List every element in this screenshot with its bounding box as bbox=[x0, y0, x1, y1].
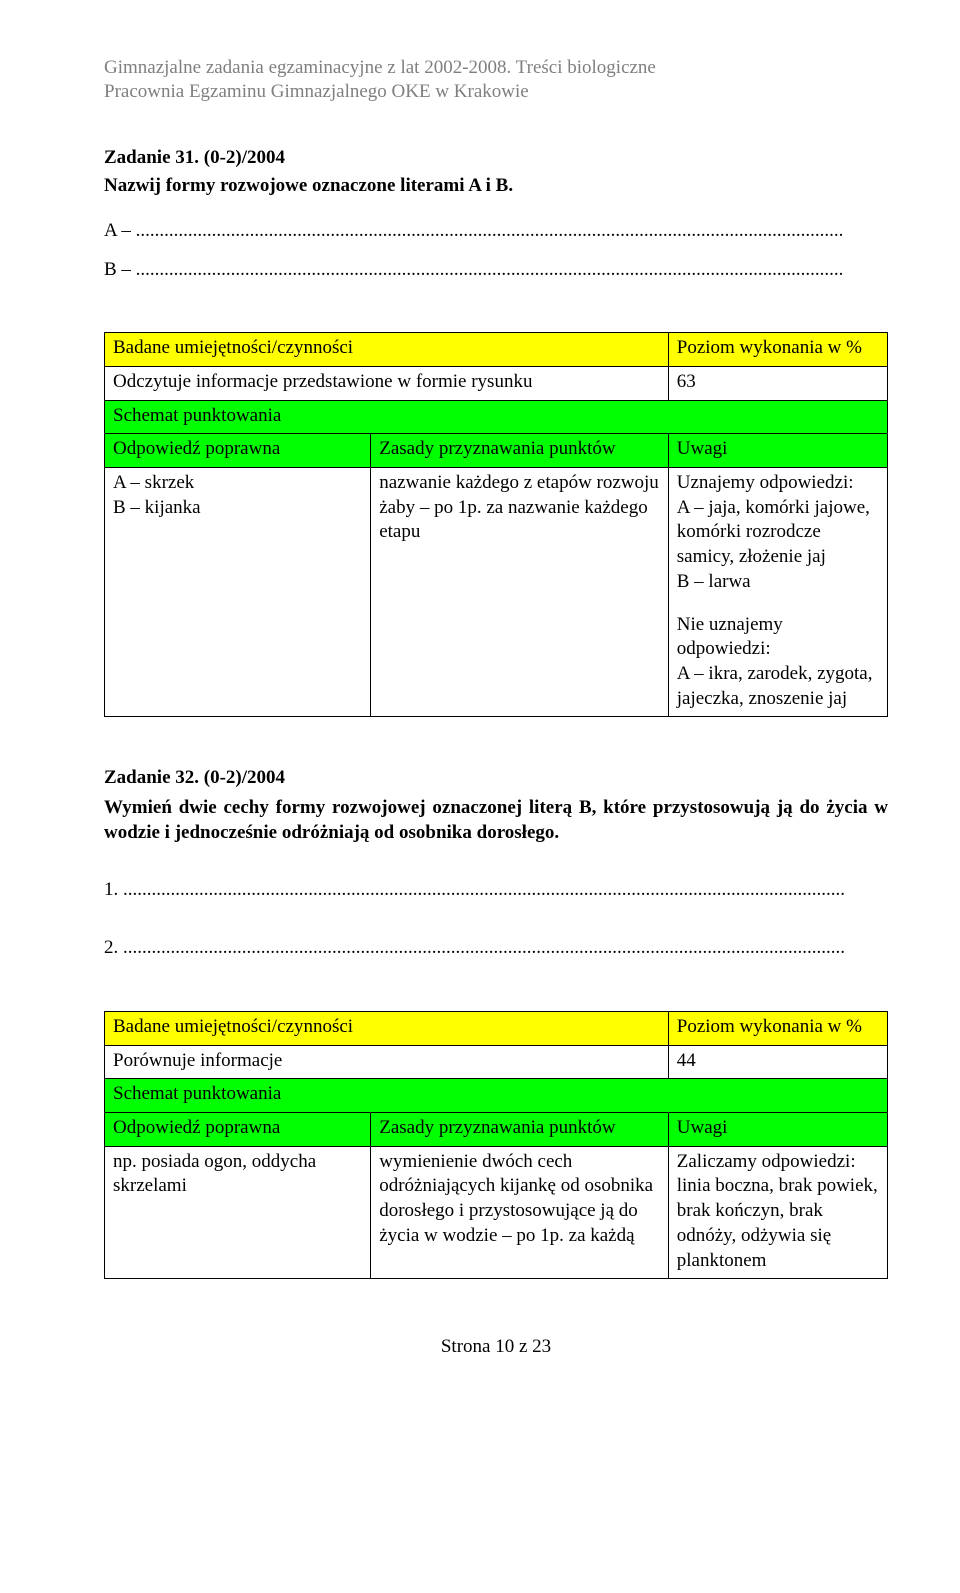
task32-title-line: Zadanie 32. (0-2)/2004 bbox=[104, 765, 888, 790]
doc-header-line1: Gimnazjalne zadania egzaminacyjne z lat … bbox=[104, 56, 888, 80]
doc-header-line2: Pracownia Egzaminu Gimnazjalnego OKE w K… bbox=[104, 80, 888, 104]
t32-body-col3: Zaliczamy odpowiedzi: linia boczna, brak… bbox=[668, 1146, 887, 1278]
t32-hdr-poziom: Poziom wykonania w % bbox=[668, 1012, 887, 1046]
t32-hdr-odpowiedz: Odpowiedź poprawna bbox=[105, 1113, 371, 1147]
t31-hdr-odpowiedz: Odpowiedź poprawna bbox=[105, 434, 371, 468]
page: Gimnazjalne zadania egzaminacyjne z lat … bbox=[0, 0, 960, 1400]
task31-label: Zadanie 31. (0-2)/2004 bbox=[104, 147, 285, 168]
task31-subtitle: Nazwij formy rozwojowe oznaczone literam… bbox=[104, 174, 888, 199]
task31-fill-a: A – ....................................… bbox=[104, 219, 888, 244]
t31-body-col1: A – skrzek B – kijanka bbox=[105, 468, 371, 717]
page-footer: Strona 10 z 23 bbox=[104, 1335, 888, 1360]
t31-row-odczytuje-val: 63 bbox=[668, 367, 887, 401]
t32-hdr-schemat: Schemat punktowania bbox=[105, 1079, 888, 1113]
task31-fill-b: B – ....................................… bbox=[104, 258, 888, 283]
t32-row-porownuje-val: 44 bbox=[668, 1045, 887, 1079]
t32-body-col2: wymienienie dwóch cech odróżniających ki… bbox=[371, 1146, 669, 1278]
t32-hdr-badane: Badane umiejętności/czynności bbox=[105, 1012, 669, 1046]
t31-body-col2: nazwanie każdego z etapów rozwoju żaby –… bbox=[371, 468, 669, 717]
task31-title: Zadanie 31. (0-2)/2004 bbox=[104, 145, 888, 171]
task32-table: Badane umiejętności/czynności Poziom wyk… bbox=[104, 1011, 888, 1279]
doc-header: Gimnazjalne zadania egzaminacyjne z lat … bbox=[104, 56, 888, 105]
t32-hdr-uwagi: Uwagi bbox=[668, 1113, 887, 1147]
t32-row-porownuje: Porównuje informacje bbox=[105, 1045, 669, 1079]
t31-hdr-badane: Badane umiejętności/czynności bbox=[105, 333, 669, 367]
task32-label: Zadanie 32. (0-2)/2004 bbox=[104, 767, 285, 788]
t31-hdr-schemat: Schemat punktowania bbox=[105, 400, 888, 434]
task32-fill-1: 1. .....................................… bbox=[104, 878, 888, 903]
t31-body-col3-block1: Uznajemy odpowiedzi: A – jaja, komórki j… bbox=[677, 471, 879, 594]
t32-body-col1: np. posiada ogon, oddycha skrzelami bbox=[105, 1146, 371, 1278]
task31-table: Badane umiejętności/czynności Poziom wyk… bbox=[104, 332, 888, 717]
t31-hdr-zasady: Zasady przyznawania punktów bbox=[371, 434, 669, 468]
task32-subtitle: Wymień dwie cechy formy rozwojowej oznac… bbox=[104, 795, 888, 846]
t31-body-col3-block2: Nie uznajemy odpowiedzi: A – ikra, zarod… bbox=[677, 613, 879, 712]
t31-hdr-uwagi: Uwagi bbox=[668, 434, 887, 468]
task32-fill-2: 2. .....................................… bbox=[104, 936, 888, 961]
t31-body-col3: Uznajemy odpowiedzi: A – jaja, komórki j… bbox=[668, 468, 887, 717]
t32-hdr-zasady: Zasady przyznawania punktów bbox=[371, 1113, 669, 1147]
t31-hdr-poziom: Poziom wykonania w % bbox=[668, 333, 887, 367]
t31-row-odczytuje: Odczytuje informacje przedstawione w for… bbox=[105, 367, 669, 401]
